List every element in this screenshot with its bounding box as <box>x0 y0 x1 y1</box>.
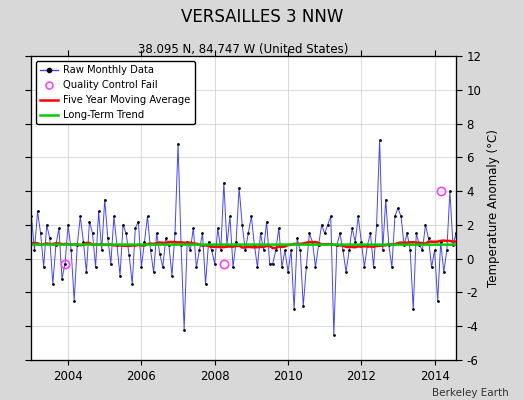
Y-axis label: Temperature Anomaly (°C): Temperature Anomaly (°C) <box>487 129 500 287</box>
Title: 38.095 N, 84.747 W (United States): 38.095 N, 84.747 W (United States) <box>138 43 349 56</box>
Text: VERSAILLES 3 NNW: VERSAILLES 3 NNW <box>181 8 343 26</box>
Text: Berkeley Earth: Berkeley Earth <box>432 388 508 398</box>
Legend: Raw Monthly Data, Quality Control Fail, Five Year Moving Average, Long-Term Tren: Raw Monthly Data, Quality Control Fail, … <box>37 61 195 124</box>
